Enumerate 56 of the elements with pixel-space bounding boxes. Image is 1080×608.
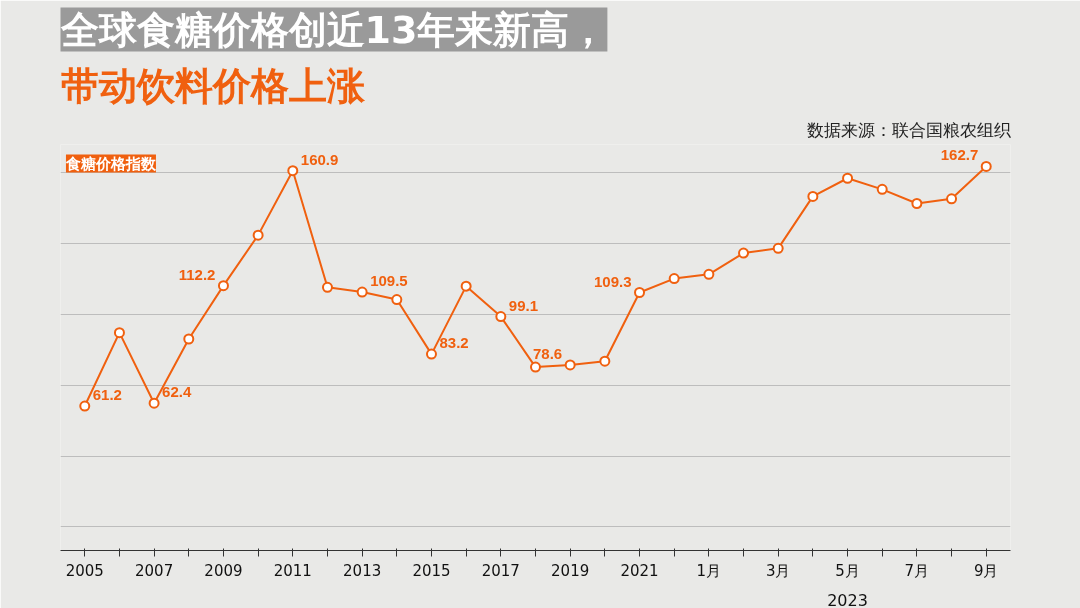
point: [148, 397, 160, 409]
x-tick-label: 2013: [343, 561, 382, 580]
point: [495, 311, 507, 323]
chart-subtitle: 带动饮料价格上涨: [60, 63, 366, 108]
x-tick-label: 3月: [765, 561, 791, 580]
point: [79, 400, 91, 412]
x-tick-label: 2009: [204, 561, 243, 580]
point: [217, 280, 229, 292]
x-tick-label: 2007: [135, 561, 174, 580]
point: [599, 355, 611, 367]
x-tick-label: 2005: [65, 561, 104, 580]
y-axis-title: 食糖价格指数: [64, 154, 157, 173]
point: [391, 294, 403, 306]
data-label: 112.2: [178, 265, 216, 283]
point: [703, 268, 715, 280]
x-tick-label: 2015: [412, 561, 451, 580]
point: [321, 281, 333, 293]
data-label: 99.1: [508, 296, 539, 314]
point: [668, 273, 680, 285]
data-label: 61.2: [92, 386, 122, 404]
x-tick-label: 2021: [620, 561, 659, 580]
point: [287, 165, 299, 177]
data-label: 109.3: [593, 272, 632, 290]
point: [946, 193, 958, 205]
point: [564, 359, 576, 371]
data-label: 83.2: [439, 334, 469, 352]
point: [807, 190, 819, 202]
point: [183, 333, 195, 345]
x-tick-label: 2017: [481, 561, 520, 580]
point: [772, 242, 784, 254]
chart-title: 全球食糖价格创近13年来新高，: [59, 7, 608, 52]
point: [980, 160, 992, 172]
point: [252, 229, 264, 241]
point: [530, 361, 541, 373]
x-tick-label: 7月: [904, 561, 930, 580]
text: 2023: [827, 590, 868, 608]
data-label: 109.5: [370, 272, 408, 290]
x-tick-label: 2019: [551, 561, 590, 580]
data-label: 78.6: [532, 344, 563, 362]
point: [634, 287, 646, 298]
point: [356, 286, 368, 298]
point: [460, 280, 472, 292]
x-tick-label: 1月: [696, 561, 722, 580]
x-tick-label: 5月: [835, 561, 860, 580]
point: [876, 183, 888, 195]
point: [842, 172, 854, 184]
point: [738, 247, 750, 259]
x-tick-label: 9月: [973, 561, 999, 580]
point: [425, 348, 437, 360]
data-label: 62.4: [162, 383, 192, 401]
point: [113, 327, 125, 339]
source-note: 数据来源：联合国粮农组织: [806, 119, 1011, 140]
x-tick-label: 2011: [273, 561, 312, 580]
data-label: 160.9: [300, 150, 339, 168]
data-label: 162.7: [940, 146, 979, 164]
point: [911, 198, 923, 209]
